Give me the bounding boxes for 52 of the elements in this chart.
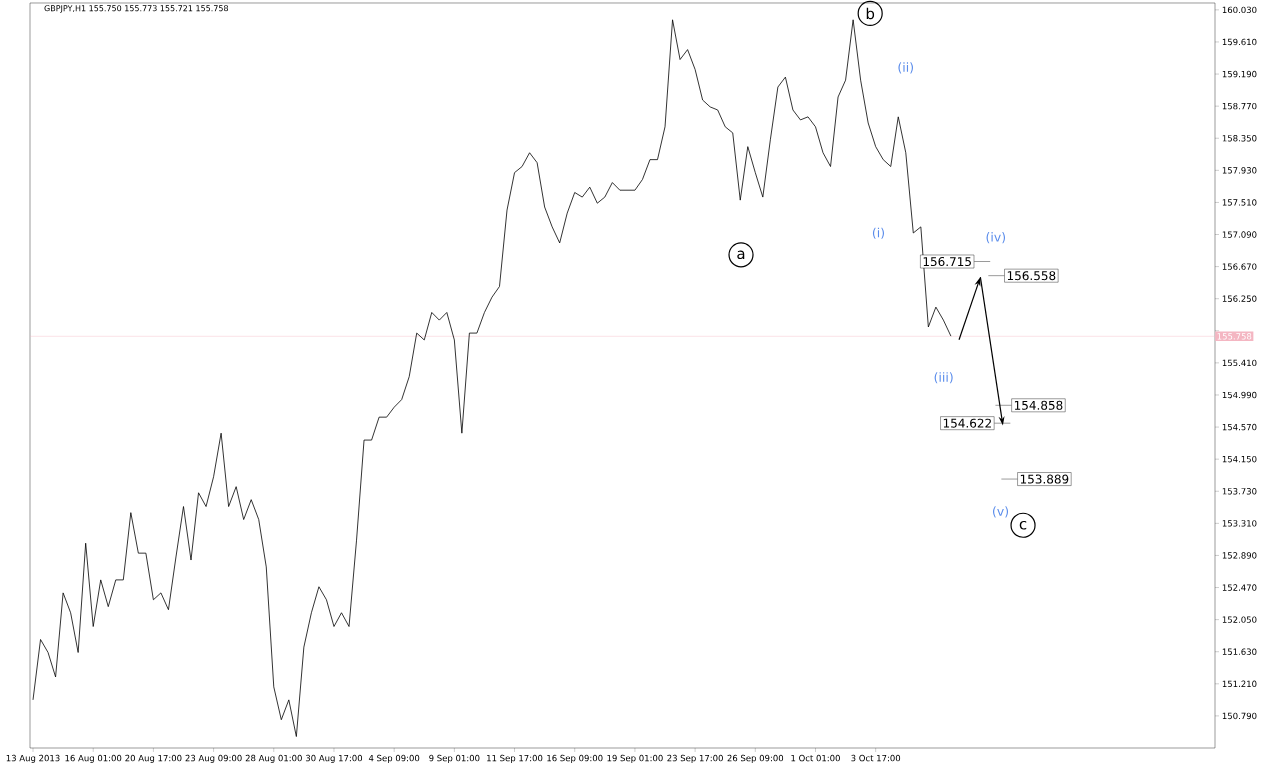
annotation: 153.889 <box>1020 474 1069 484</box>
annotation: (i) <box>872 227 885 239</box>
y-tick-label: 160.030 <box>1222 6 1257 14</box>
y-tick-label: 154.990 <box>1222 391 1257 399</box>
y-tick-label: 153.730 <box>1222 488 1257 495</box>
x-tick-label: 11 Sep 17:00 <box>487 754 543 763</box>
y-tick-label: 151.210 <box>1222 680 1257 688</box>
y-tick-label: 156.250 <box>1222 295 1257 302</box>
y-tick-label: 158.770 <box>1222 102 1257 110</box>
y-tick-label: 159.190 <box>1222 70 1257 78</box>
x-tick-label: 19 Sep 01:00 <box>607 754 663 763</box>
y-tick-label: 153.310 <box>1222 520 1257 527</box>
x-tick-label: 26 Sep 09:00 <box>727 754 784 763</box>
y-tick-label: 157.090 <box>1222 231 1257 238</box>
x-tick-label: 9 Sep 01:00 <box>429 754 480 763</box>
x-tick-label: 1 Oct 01:00 <box>791 754 840 762</box>
annotation: (iv) <box>986 232 1006 244</box>
y-tick-label: 151.630 <box>1222 648 1257 655</box>
x-tick-label: 16 Sep 09:00 <box>547 754 603 763</box>
annotation: 154.622 <box>943 418 991 428</box>
y-tick-label: 155.410 <box>1222 359 1257 367</box>
y-tick-label: 159.610 <box>1222 38 1257 46</box>
annotation: b <box>866 7 875 20</box>
y-tick-label: 150.790 <box>1222 712 1257 720</box>
annotation: 156.558 <box>1007 271 1056 281</box>
x-tick-label: 16 Aug 01:00 <box>65 754 122 763</box>
x-tick-label: 28 Aug 01:00 <box>245 754 302 763</box>
annotation: (v) <box>993 506 1009 518</box>
y-tick-label: 152.050 <box>1222 616 1257 623</box>
x-tick-label: 20 Aug 17:00 <box>125 754 182 763</box>
annotation: (ii) <box>898 62 913 74</box>
x-tick-label: 23 Aug 09:00 <box>185 754 242 763</box>
y-tick-label: 156.670 <box>1222 263 1257 270</box>
y-tick-label: 152.470 <box>1222 584 1257 591</box>
x-tick-label: 23 Sep 17:00 <box>667 754 723 763</box>
annotation: 156.715 <box>923 256 971 267</box>
y-tick-label: 154.150 <box>1222 455 1257 463</box>
chart-title: GBPJPY,H1 155.750 155.773 155.721 155.758 <box>44 5 229 13</box>
x-tick-label: 3 Oct 17:00 <box>851 754 901 762</box>
annotation: 154.858 <box>1014 400 1063 410</box>
y-tick-label: 157.510 <box>1222 199 1257 206</box>
y-tick-label: 152.890 <box>1222 552 1257 559</box>
y-tick-label: 158.350 <box>1222 135 1257 142</box>
x-tick-label: 13 Aug 2013 <box>6 754 60 763</box>
annotation: c <box>1019 520 1027 530</box>
ref-line-label: 155.758 <box>1217 333 1252 340</box>
y-tick-label: 154.570 <box>1222 423 1257 431</box>
x-tick-label: 30 Aug 17:00 <box>305 754 363 763</box>
y-tick-label: 157.930 <box>1222 167 1257 174</box>
x-tick-label: 4 Sep 09:00 <box>368 754 420 763</box>
annotation: (iii) <box>934 372 953 384</box>
annotation: a <box>737 250 745 260</box>
